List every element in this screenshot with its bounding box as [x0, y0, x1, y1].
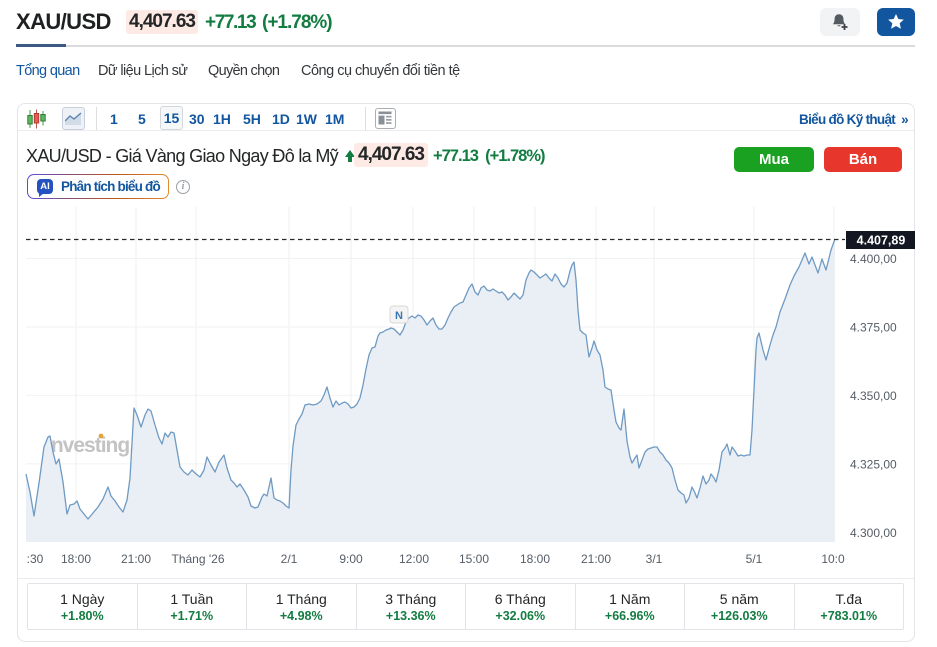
svg-text:2/1: 2/1 [281, 552, 298, 566]
svg-text:18:00: 18:00 [61, 552, 91, 566]
svg-text:Tháng '26: Tháng '26 [172, 552, 225, 566]
svg-text:9:00: 9:00 [339, 552, 363, 566]
svg-text:N: N [395, 310, 403, 322]
svg-text:4.407,89: 4.407,89 [857, 234, 906, 248]
svg-text:10:0: 10:0 [821, 552, 845, 566]
svg-text:4.325,00: 4.325,00 [850, 457, 897, 471]
svg-text::30: :30 [27, 552, 44, 566]
svg-text:4.350,00: 4.350,00 [850, 389, 897, 403]
svg-text:15:00: 15:00 [459, 552, 489, 566]
svg-text:3/1: 3/1 [646, 552, 663, 566]
svg-text:12:00: 12:00 [399, 552, 429, 566]
svg-text:4.300,00: 4.300,00 [850, 526, 897, 540]
svg-text:5/1: 5/1 [746, 552, 763, 566]
svg-text:18:00: 18:00 [520, 552, 550, 566]
svg-text:4.375,00: 4.375,00 [850, 321, 897, 335]
svg-text:4.400,00: 4.400,00 [850, 252, 897, 266]
svg-text:21:00: 21:00 [121, 552, 151, 566]
svg-text:21:00: 21:00 [581, 552, 611, 566]
